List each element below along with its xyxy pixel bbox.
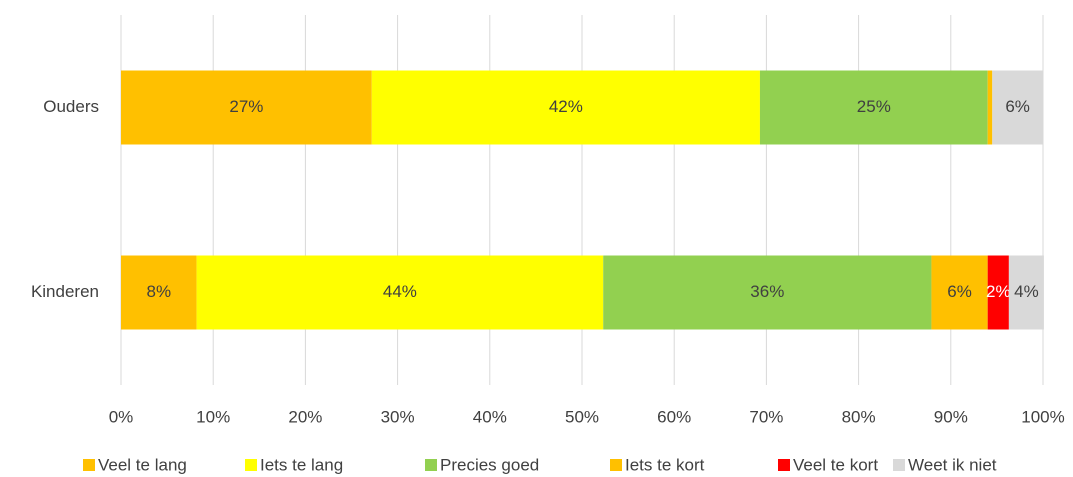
legend-label: Veel te kort	[793, 455, 878, 474]
bar-segment	[121, 70, 372, 145]
x-tick-label: 20%	[288, 407, 322, 426]
data-label: 25%	[857, 97, 891, 116]
legend-label: Veel te lang	[98, 455, 187, 474]
data-label: 36%	[750, 282, 784, 301]
bar-segment	[931, 255, 988, 330]
bar-segment	[196, 255, 604, 330]
bar-segment	[987, 70, 993, 145]
data-label: 2%	[986, 282, 1011, 301]
bar-segment	[992, 70, 1043, 145]
x-tick-label: 80%	[842, 407, 876, 426]
legend-swatch	[425, 459, 437, 471]
bar-segment	[987, 255, 1009, 330]
x-tick-label: 100%	[1021, 407, 1064, 426]
x-tick-label: 40%	[473, 407, 507, 426]
data-label: 42%	[549, 97, 583, 116]
bar-segment	[371, 70, 760, 145]
x-tick-label: 50%	[565, 407, 599, 426]
y-tick-label: Ouders	[43, 97, 99, 116]
y-tick-label: Kinderen	[31, 282, 99, 301]
data-label: 4%	[1014, 282, 1039, 301]
data-label: 8%	[147, 282, 172, 301]
data-label: 44%	[383, 282, 417, 301]
x-tick-label: 90%	[934, 407, 968, 426]
legend-swatch	[83, 459, 95, 471]
data-label: 27%	[229, 97, 263, 116]
legend-label: Iets te lang	[260, 455, 343, 474]
legend-swatch	[245, 459, 257, 471]
x-tick-label: 0%	[109, 407, 134, 426]
data-label: 6%	[947, 282, 972, 301]
x-tick-label: 30%	[381, 407, 415, 426]
legend-label: Iets te kort	[625, 455, 705, 474]
legend-label: Precies goed	[440, 455, 539, 474]
bar-segment	[759, 70, 988, 145]
bar-segment	[603, 255, 932, 330]
x-tick-label: 60%	[657, 407, 691, 426]
legend-swatch	[893, 459, 905, 471]
x-tick-label: 70%	[749, 407, 783, 426]
data-label: 6%	[1005, 97, 1030, 116]
legend-swatch	[778, 459, 790, 471]
x-tick-label: 10%	[196, 407, 230, 426]
bar-segment	[121, 255, 197, 330]
legend-swatch	[610, 459, 622, 471]
bar-segment	[1008, 255, 1044, 330]
legend-label: Weet ik niet	[908, 455, 997, 474]
